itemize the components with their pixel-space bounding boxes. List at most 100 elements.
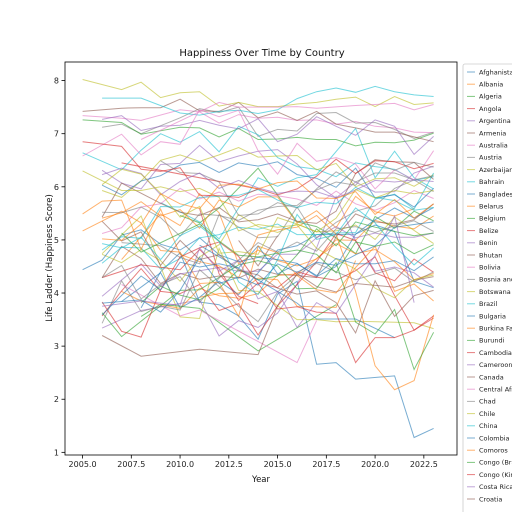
series-line-austria	[102, 106, 434, 140]
series-line-afghanistan	[140, 251, 434, 439]
legend-label: Austria	[479, 154, 502, 162]
legend-label: Algeria	[479, 93, 502, 101]
series-line-egypt	[82, 210, 434, 318]
series-line-japan	[101, 167, 434, 199]
legend-label: Central African Republic	[479, 386, 512, 394]
x-tick-label: 2020.0	[361, 460, 389, 469]
legend-label: Armenia	[479, 129, 506, 137]
series-line-bosnia-and-herzegovina	[121, 179, 434, 265]
plot-frame	[64, 61, 458, 456]
x-axis-title: Year	[251, 475, 271, 485]
legend-label: Argentina	[479, 117, 511, 125]
y-axis-title: Life Ladder (Happiness Score)	[45, 194, 55, 322]
legend-label: Chad	[479, 398, 496, 406]
legend-label: Benin	[479, 239, 498, 247]
legend-label: Cambodia	[479, 349, 512, 357]
series-line-estonia	[102, 161, 434, 237]
legend-label: Congo (Brazzaville)	[479, 459, 512, 467]
legend-label: Albania	[479, 81, 503, 89]
legend-label: Bahrain	[479, 178, 504, 186]
legend-label: Canada	[479, 373, 504, 381]
x-tick-label: 2022.5	[410, 460, 438, 469]
series-line-georgia	[102, 221, 434, 313]
series-line-botswana	[101, 215, 434, 330]
y-tick-label: 4	[54, 289, 59, 298]
x-tick-label: 2012.5	[215, 460, 243, 469]
series-line-comoros	[199, 260, 357, 308]
y-axis: 1 2 3 4 5 6 7 8	[54, 77, 65, 457]
legend-label: Angola	[479, 105, 501, 113]
series-line-chile	[101, 146, 434, 198]
legend: Afghanistan Albania Algeria Angola Argentina…	[462, 63, 512, 512]
legend-label: Botswana	[479, 288, 511, 296]
legend-frame	[462, 63, 512, 512]
series-line-italy	[82, 141, 434, 198]
series-line-ghana	[101, 207, 434, 296]
legend-label: Belarus	[479, 203, 504, 211]
series-line-finland	[102, 85, 434, 116]
legend-label: Brazil	[479, 300, 497, 308]
legend-label: Belize	[479, 227, 498, 235]
series-line-armenia	[101, 203, 434, 285]
y-tick-label: 1	[54, 448, 59, 457]
legend-label: Chile	[479, 410, 495, 418]
series-line-india	[101, 220, 434, 335]
x-tick-label: 2005.0	[69, 460, 97, 469]
legend-label: Bangladesh	[479, 190, 512, 198]
series-layer	[82, 79, 435, 439]
legend-label: Bosnia and Herzegovina	[479, 276, 512, 284]
x-tick-label: 2007.5	[117, 460, 145, 469]
legend-label: Croatia	[479, 495, 502, 503]
series-line-belgium	[82, 119, 434, 147]
y-tick-label: 7	[54, 130, 59, 139]
series-line-mexico	[82, 109, 435, 190]
series-line-congo-brazzaville	[140, 221, 434, 303]
legend-label: Comoros	[479, 447, 508, 455]
y-tick-label: 6	[54, 183, 59, 192]
legend-label: Congo (Kinshasa)	[479, 471, 512, 479]
series-line-zimbabwe	[101, 241, 434, 364]
y-tick-label: 3	[54, 342, 59, 351]
series-line-brazil	[82, 125, 434, 181]
series-line-jordan	[82, 170, 434, 299]
legend-label: China	[479, 422, 498, 430]
series-line-bhutan	[238, 235, 279, 267]
series-line-greece	[101, 168, 434, 255]
legend-items: Afghanistan Albania Algeria Angola Argentina…	[467, 68, 512, 503]
legend-label: Bhutan	[479, 251, 502, 259]
legend-label: Bulgaria	[479, 312, 506, 320]
series-line-australia	[82, 109, 434, 134]
series-line-ecuador	[102, 180, 434, 241]
legend-label: Afghanistan	[479, 68, 512, 76]
series-line-canada	[82, 98, 434, 143]
y-tick-label: 8	[54, 77, 59, 86]
series-line-iran	[121, 223, 434, 274]
legend-label: Cameroon	[479, 361, 512, 369]
x-axis: 2005.0 2007.5 2010.0 2012.5 2015.0 2017.5 2020…	[69, 455, 438, 469]
legend-label: Azerbaijan	[479, 166, 512, 174]
series-line-haiti	[102, 214, 415, 329]
series-line-argentina	[101, 144, 434, 199]
y-tick-label: 5	[54, 236, 59, 245]
x-tick-label: 2010.0	[166, 460, 194, 469]
legend-label: Bolivia	[479, 264, 501, 272]
series-line-kenya	[101, 244, 434, 316]
x-tick-label: 2015.0	[264, 460, 292, 469]
legend-label: Belgium	[479, 215, 506, 223]
series-line-burkina-faso	[121, 243, 434, 309]
series-line-costa-rica	[102, 115, 434, 156]
series-line-togo	[101, 272, 434, 357]
legend-label: Costa Rica	[479, 483, 512, 491]
series-line-peru	[101, 186, 434, 251]
series-line-sierra-leone	[101, 260, 435, 371]
series-line-belarus	[101, 195, 415, 229]
legend-label: Colombia	[479, 434, 510, 442]
y-tick-label: 2	[54, 395, 59, 404]
legend-label: Burundi	[479, 337, 505, 345]
legend-label: Australia	[479, 142, 508, 150]
series-line-iceland	[140, 101, 434, 140]
chart-title: Happiness Over Time by Country	[179, 48, 344, 59]
series-line-bulgaria	[121, 207, 434, 309]
